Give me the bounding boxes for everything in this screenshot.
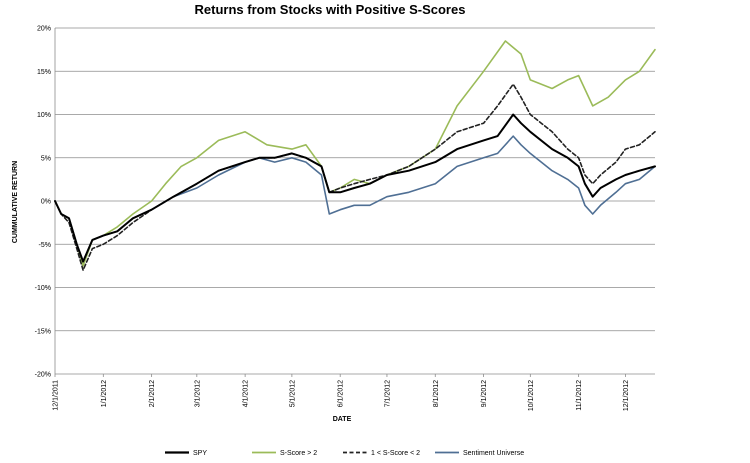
series-line-3 bbox=[54, 135, 656, 263]
x-tick-label: 4/1/2012 bbox=[243, 380, 250, 407]
y-tick-label: -10% bbox=[35, 285, 51, 292]
y-tick-label: -20% bbox=[35, 372, 51, 379]
y-tick-label: 15% bbox=[37, 69, 51, 76]
y-tick-label: -15% bbox=[35, 328, 51, 335]
x-tick-label: 6/1/2012 bbox=[338, 380, 345, 407]
x-tick-label: 7/1/2012 bbox=[384, 380, 391, 407]
x-tick-label: 9/1/2012 bbox=[481, 380, 488, 407]
x-tick-label: 12/1/2011 bbox=[53, 380, 60, 411]
x-tick-label: 2/1/2012 bbox=[149, 380, 156, 407]
y-axis-label: CUMMULATIVE RETURN bbox=[12, 161, 19, 243]
chart-title: Returns from Stocks with Positive S-Scor… bbox=[195, 2, 466, 17]
y-tick-label: 10% bbox=[37, 112, 51, 119]
x-tick-label: 8/1/2012 bbox=[433, 380, 440, 407]
legend-label-1: S-Score > 2 bbox=[280, 450, 317, 457]
legend-label-3: Sentiment Universe bbox=[463, 450, 524, 457]
series-line-0 bbox=[54, 113, 656, 263]
legend: SPY S-Score > 2 1 < S-Score < 2 Sentiment U… bbox=[165, 450, 524, 457]
y-tick-labels: 20% 15% 10% 5% 0% -5% -10% -15% -20% bbox=[35, 26, 51, 379]
series-line-1 bbox=[54, 40, 656, 267]
legend-label-2: 1 < S-Score < 2 bbox=[371, 450, 420, 457]
series-line-2 bbox=[54, 83, 656, 271]
legend-label-0: SPY bbox=[193, 450, 207, 457]
y-tick-label: 5% bbox=[41, 155, 51, 162]
series-lines bbox=[54, 40, 656, 271]
y-tick-label: 0% bbox=[41, 199, 51, 206]
x-tick-label: 11/1/2012 bbox=[576, 380, 583, 411]
x-tick-label: 10/1/2012 bbox=[528, 380, 535, 411]
x-tick-labels: 12/1/2011 1/1/2012 2/1/2012 3/1/2012 4/1/201… bbox=[53, 374, 630, 411]
x-axis-label: DATE bbox=[333, 416, 352, 423]
y-tick-label: 20% bbox=[37, 26, 51, 33]
x-tick-label: 5/1/2012 bbox=[289, 380, 296, 407]
x-tick-label: 3/1/2012 bbox=[194, 380, 201, 407]
gridlines bbox=[54, 27, 655, 375]
x-tick-label: 1/1/2012 bbox=[101, 380, 108, 407]
y-tick-label: -5% bbox=[39, 242, 51, 249]
x-tick-label: 12/1/2012 bbox=[623, 380, 630, 411]
